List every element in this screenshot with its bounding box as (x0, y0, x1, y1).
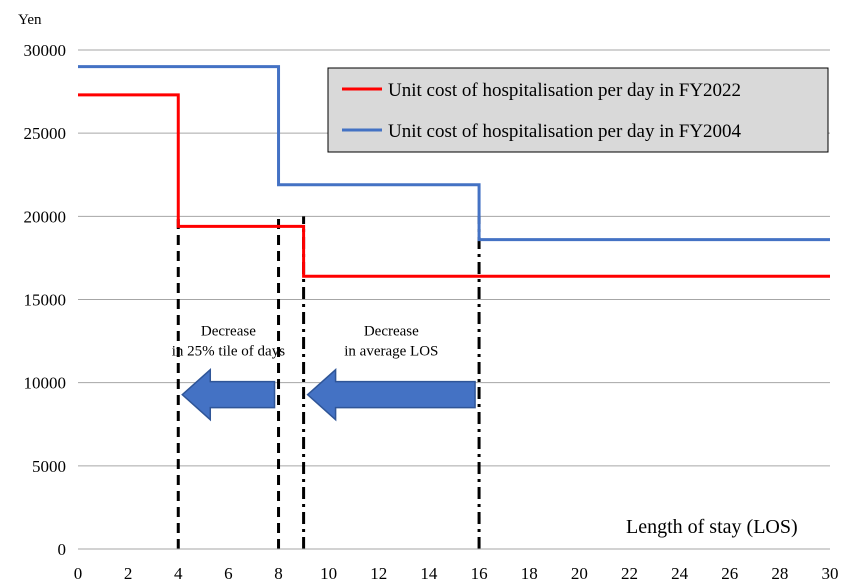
series-lines (78, 65, 830, 278)
x-tick-label: 16 (471, 564, 488, 580)
y-tick-label: 5000 (32, 457, 66, 476)
legend: Unit cost of hospitalisation per day in … (327, 67, 829, 153)
y-tick-label: 20000 (24, 207, 67, 226)
x-tick-label: 4 (174, 564, 183, 580)
x-tick-label: 6 (224, 564, 233, 580)
x-tick-label: 22 (621, 564, 638, 580)
x-tick-label: 26 (721, 564, 738, 580)
x-tick-label: 2 (124, 564, 133, 580)
x-tick-label: 14 (420, 564, 438, 580)
y-tick-label: 25000 (24, 124, 67, 143)
y-tick-label: 10000 (24, 374, 67, 393)
x-tick-label: 28 (771, 564, 788, 580)
legend-box (327, 67, 829, 153)
annotation-text: Decrease (201, 324, 256, 340)
y-tick-label: 0 (58, 540, 67, 559)
x-axis-label: Length of stay (LOS) (626, 516, 798, 538)
annotation-text: in average LOS (344, 344, 438, 360)
x-tick-label: 18 (521, 564, 538, 580)
y-tick-label: 30000 (24, 41, 67, 60)
decrease-arrow-1 (306, 367, 476, 422)
legend-label-fy2022: Unit cost of hospitalisation per day in … (388, 80, 741, 101)
legend-label-fy2004: Unit cost of hospitalisation per day in … (388, 121, 742, 142)
x-tick-label: 20 (571, 564, 588, 580)
x-tick-label: 8 (274, 564, 283, 580)
series-line-1 (78, 65, 830, 242)
x-tick-label: 24 (671, 564, 689, 580)
x-tick-label: 12 (370, 564, 387, 580)
series-line-0 (78, 93, 830, 278)
annotations: Decrease in 25% tile of days Decrease in av… (172, 324, 476, 422)
x-tick-labels: 0 2 4 6 8 10 12 14 16 18 20 22 24 26 28 30 (74, 564, 839, 580)
y-tick-label: 15000 (24, 291, 67, 310)
x-tick-label: 30 (822, 564, 839, 580)
y-tick-labels: 0 5000 10000 15000 20000 25000 30000 (24, 41, 67, 559)
x-tick-label: 0 (74, 564, 83, 580)
annotation-text: in 25% tile of days (172, 344, 285, 360)
x-tick-label: 10 (320, 564, 337, 580)
decrease-arrow-0 (181, 367, 276, 422)
y-axis-label: Yen (18, 12, 42, 28)
annotation-text: Decrease (364, 324, 419, 340)
